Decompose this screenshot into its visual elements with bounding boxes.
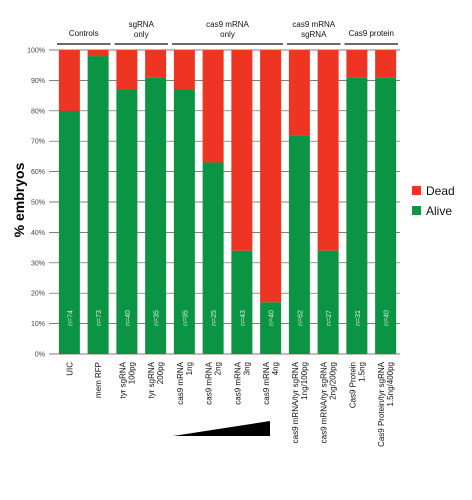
y-tick-label: 30% [31,260,45,267]
x-tick-label: 1.5ng/400pg [386,362,395,407]
legend: Dead Alive [412,184,455,218]
bar-alive [58,110,80,354]
group-header-label: sgRNA [301,30,327,39]
bar-alive [346,77,368,355]
x-tick-label: 2ng/200pg [329,362,338,400]
bar-alive [260,302,282,354]
bar-alive [87,56,109,355]
bars [58,50,397,355]
bar-dead [288,50,310,136]
group-header-label: Cas9 protein [349,29,394,38]
x-tick-label: tyr sgRNA [118,361,127,398]
bar-alive [116,89,138,355]
x-tick-label: 1.5ng [357,362,366,382]
bar-dead [87,50,109,57]
x-tick-label: cas9 mRNA/tyr sgRNA [320,361,329,443]
bar-dead [173,50,195,90]
bar-dead [116,50,138,90]
y-tick-label: 80% [31,108,45,115]
bar-dead [231,50,253,251]
legend-label: Dead [426,184,455,198]
group-header-label: cas9 mRNA [206,20,249,29]
sample-size-label: n=73 [96,310,103,326]
group-header-label: only [134,30,149,39]
x-tick-label: Cas9 Protein/tyr sgRNA [377,361,386,447]
group-header-label: Controls [69,29,99,38]
bar-dead [375,50,397,78]
bar-alive [202,162,224,354]
y-tick-label: 60% [31,169,45,176]
dose-gradient-wedge [173,421,270,436]
x-tick-label: cas9 mRNA [233,361,242,404]
group-header-label: only [220,30,235,39]
sample-size-label: n=40 [125,310,132,326]
sample-size-label: n=35 [154,310,161,326]
x-tick-label: 2ng [214,362,223,375]
x-tick-label: 3ng [242,362,251,375]
sample-size-label: n=95 [182,310,189,326]
y-axis-label: % embryos [11,162,27,237]
bar-dead [260,50,282,303]
sample-size-label: n=40 [384,310,391,326]
y-tick-label: 10% [31,321,45,328]
sample-size-label: n=62 [297,310,304,326]
x-tick-label: tyr sgRNA [147,361,156,398]
bar-dead [317,50,339,251]
x-tick-labels: UIC mem RFP tyr sgRNA 100pg tyr sgRNA 200pg ca… [65,361,395,447]
bar-dead [58,50,80,111]
bar-alive [145,77,167,355]
y-tick-label: 40% [31,230,45,237]
bar-dead [346,50,368,78]
x-tick-label: 1ng [185,362,194,375]
y-tick-label: 50% [31,200,45,207]
x-tick-label: 100pg [127,362,136,384]
x-tick-label: cas9 mRNA/tyr sgRNA [291,361,300,443]
y-tick-label: 20% [31,291,45,298]
x-tick-label: Cas9 Protein [348,362,357,408]
bar-alive [288,135,310,354]
bar-alive [231,250,253,354]
y-tick-label: 90% [31,78,45,85]
group-header-label: cas9 mRNA [292,20,335,29]
group-header-label: sgRNA [129,20,155,29]
sample-size-labels: n=74 n=73 n=40 n=35 n=95 n=25 n=43 n=40 n=62 n=27… [67,310,390,326]
bar-alive [317,250,339,354]
x-tick-label: 1ng/100pg [300,362,309,400]
legend-swatch [412,206,421,215]
sample-size-label: n=27 [326,310,333,326]
x-tick-label: cas9 mRNA [176,361,185,404]
y-tick-label: 100% [27,48,45,55]
y-tick-label: 70% [31,139,45,146]
x-tick-label: 4ng [271,362,280,375]
sample-size-label: n=74 [67,310,74,326]
bar-alive [173,89,195,355]
x-tick-label: UIC [65,362,74,376]
y-tick-label: 0% [35,352,45,359]
sample-size-label: n=25 [211,310,218,326]
sample-size-label: n=43 [240,310,247,326]
sample-size-label: n=31 [355,310,362,326]
x-tick-label: cas9 mRNA [262,361,271,404]
x-tick-label: cas9 mRNA [205,361,214,404]
y-tick-labels: 0% 10% 20% 30% 40% 50% 60% 70% 80% 90% 100% [27,48,45,359]
x-tick-label: 200pg [156,362,165,384]
bar-dead [145,50,167,78]
bar-alive [375,77,397,355]
legend-swatch [412,186,421,195]
bar-dead [202,50,224,163]
x-tick-label: mem RFP [94,362,103,398]
sample-size-label: n=40 [269,310,276,326]
legend-label: Alive [426,204,452,218]
